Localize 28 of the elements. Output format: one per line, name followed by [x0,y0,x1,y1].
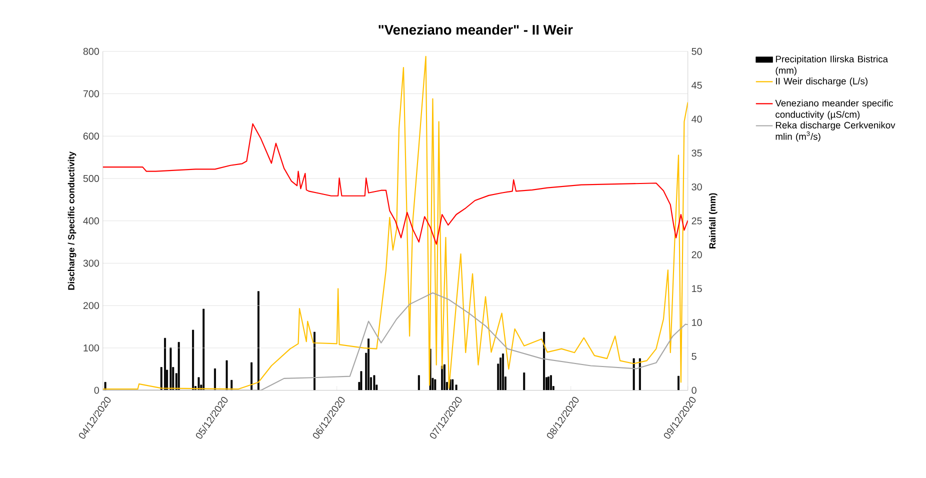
legend-label: Precipitation Ilirska Bistrica (mm) [776,55,888,76]
y-tick-label: 400 [83,217,99,224]
y-axis-title: Discharge / Specific conductivity [68,151,76,290]
y2-tick-label: 5 [692,352,696,360]
chart-title: "Veneziano meander" - II Weir [378,24,573,35]
legend-label: II Weir discharge (L/s) [776,77,868,86]
line-series [102,123,688,245]
y-tick-label: 500 [83,174,99,182]
y-tick-label: 0 [94,386,99,394]
y2-tick-label: 30 [692,183,702,190]
y-tick-label: 100 [84,344,99,352]
y2-tick-label: 45 [692,82,702,89]
y2-tick-label: 0 [692,386,696,394]
y-tick-label: 600 [83,132,99,140]
y-tick-label: 300 [83,260,99,267]
y2-tick-label: 50 [692,48,702,55]
y2-tick-label: 20 [692,251,702,258]
y-tick-label: 800 [83,48,99,55]
legend-label: Reka discharge Cerkvenikov mlin (m$^{3}$/s) [776,122,896,142]
y2-axis-title: Rainfall (mm) [709,193,718,248]
legend-label: Veneziano meander specific conductivity (µS/cm) [775,99,893,120]
y-tick-label: 700 [83,90,99,98]
y2-tick-label: 10 [692,318,702,326]
y2-tick-label: 35 [692,149,702,156]
y2-tick-label: 25 [692,217,702,224]
y2-tick-label: 40 [692,116,702,123]
y-tick-label: 200 [83,302,99,309]
y2-tick-label: 15 [692,285,702,292]
